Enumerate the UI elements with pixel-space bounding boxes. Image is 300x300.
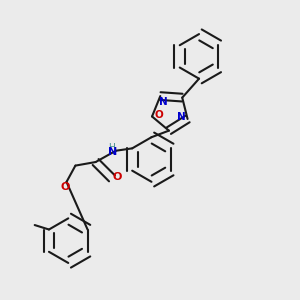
Text: O: O: [154, 110, 163, 120]
Text: H: H: [108, 143, 115, 152]
Text: N: N: [177, 112, 186, 122]
Text: O: O: [61, 182, 70, 192]
Text: N: N: [159, 97, 168, 106]
Text: N: N: [108, 147, 117, 157]
Text: O: O: [112, 172, 122, 182]
